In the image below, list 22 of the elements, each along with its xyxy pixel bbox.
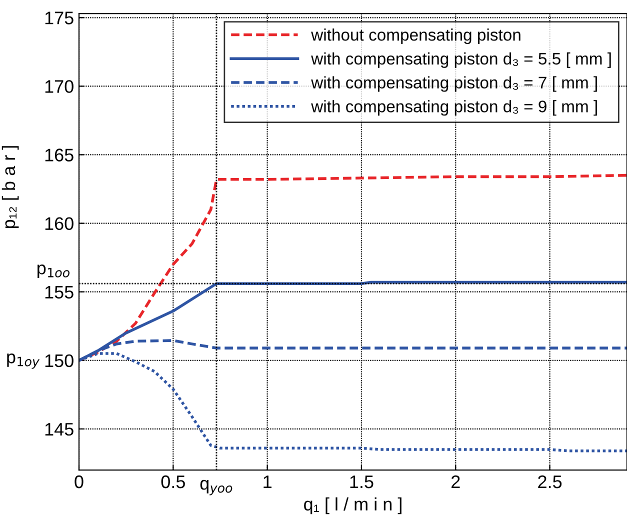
y-tick-label: 145 (45, 423, 74, 436)
ref-line-label: p$_{1oo}$ (38, 264, 70, 278)
y-tick-label: 160 (45, 217, 74, 230)
legend-label: with compensating piston d₃ = 5.5 [ mm ] (311, 52, 611, 68)
y-tick-label: 165 (45, 148, 74, 162)
legend-label: with compensating piston d₃ = 7 [ mm ] (311, 76, 597, 92)
y-tick-label: 150 (45, 354, 74, 368)
x-tick-label: 2 (452, 475, 460, 488)
x-axis-title: q₁ [ l / m i n ] (304, 497, 402, 514)
x-tick-label: 0 (74, 475, 84, 488)
legend-label: without compensating piston (311, 28, 520, 44)
x-tick-label: 1 (264, 476, 272, 488)
y-tick-label: 175 (45, 12, 74, 24)
y-tick-label: 155 (45, 286, 74, 299)
annotation: p$_{1oy}$ (7, 353, 40, 369)
y-tick-label: 170 (45, 80, 74, 93)
x-tick-label: 0.5 (161, 475, 185, 488)
x-tick-label: 1.5 (350, 476, 374, 488)
legend-label: with compensating piston d₃ = 9 [ mm ] (311, 100, 597, 116)
ref-line-label: q$_{yoo}$ (200, 480, 232, 496)
y-axis-title: p₁₂ [ b a r ] (2, 146, 19, 228)
x-tick-label: 2.5 (538, 475, 562, 488)
